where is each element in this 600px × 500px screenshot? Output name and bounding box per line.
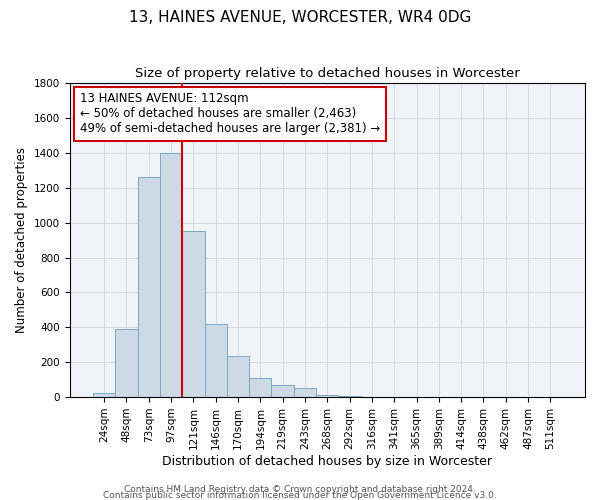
Bar [316, 396, 338, 397]
Bar [249, 378, 271, 397]
Bar [271, 385, 294, 397]
Title: Size of property relative to detached houses in Worcester: Size of property relative to detached ho… [135, 68, 520, 80]
Bar [160, 153, 182, 397]
Bar [205, 324, 227, 397]
Bar [227, 356, 249, 397]
Bar [137, 178, 160, 397]
Bar [294, 388, 316, 397]
Text: Contains public sector information licensed under the Open Government Licence v3: Contains public sector information licen… [103, 490, 497, 500]
Bar [338, 396, 361, 397]
Bar [182, 232, 205, 397]
Text: 13, HAINES AVENUE, WORCESTER, WR4 0DG: 13, HAINES AVENUE, WORCESTER, WR4 0DG [129, 10, 471, 25]
Bar [93, 392, 115, 397]
Text: Contains HM Land Registry data © Crown copyright and database right 2024.: Contains HM Land Registry data © Crown c… [124, 484, 476, 494]
Y-axis label: Number of detached properties: Number of detached properties [15, 147, 28, 333]
Text: 13 HAINES AVENUE: 112sqm
← 50% of detached houses are smaller (2,463)
49% of sem: 13 HAINES AVENUE: 112sqm ← 50% of detach… [80, 92, 380, 136]
Bar [115, 329, 137, 397]
X-axis label: Distribution of detached houses by size in Worcester: Distribution of detached houses by size … [162, 454, 492, 468]
